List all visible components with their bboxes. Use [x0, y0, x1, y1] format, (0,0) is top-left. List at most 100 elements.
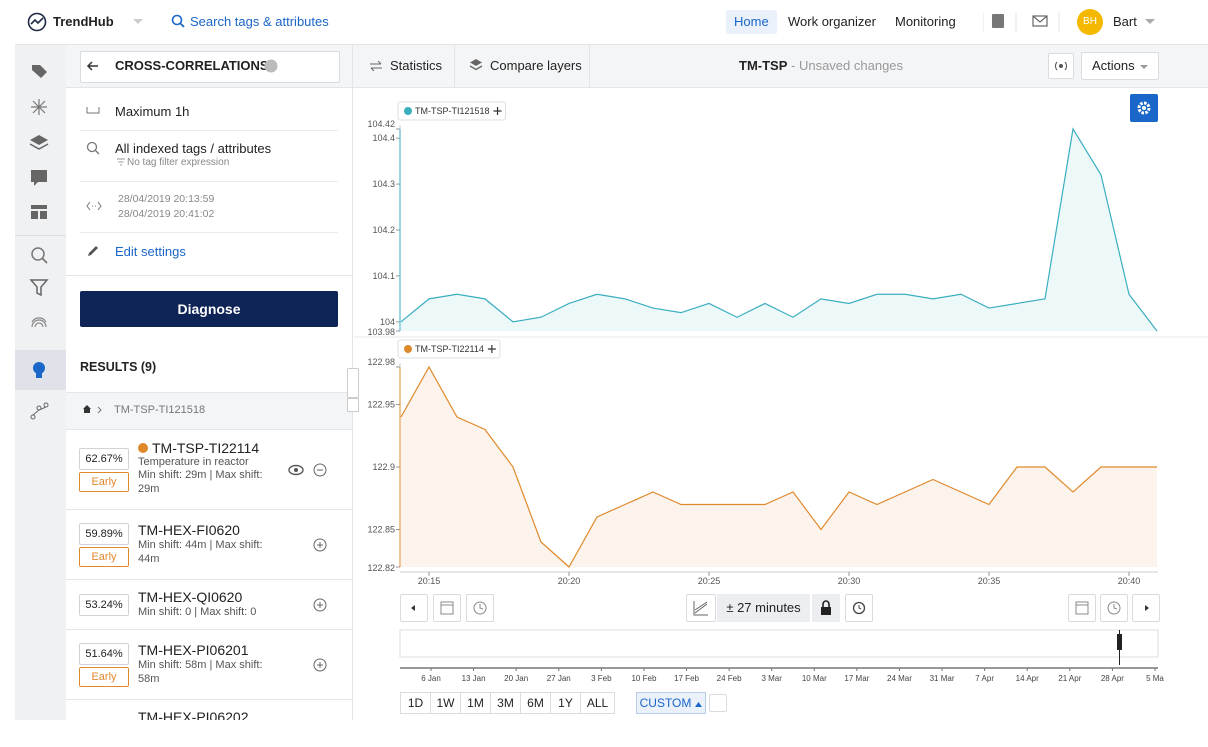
statistics-icon: [370, 61, 382, 71]
result-actions[interactable]: [280, 595, 340, 615]
tab-compare-layers[interactable]: Compare layers: [490, 58, 582, 73]
results-list: 62.67% Early TM-TSP-TI22114 Temperature in …: [66, 429, 352, 720]
avatar[interactable]: BH: [1077, 9, 1103, 35]
window-size[interactable]: ± 27 minutes: [717, 594, 810, 622]
result-item[interactable]: TM-HEX-PI06202: [66, 699, 352, 720]
divider: [80, 130, 338, 131]
line: [400, 127, 1158, 332]
history-button[interactable]: [845, 594, 873, 622]
x-tick-label: 20:30: [838, 576, 861, 586]
prev-button[interactable]: [400, 594, 428, 622]
setting-scope: All indexed tags / attributes: [115, 141, 272, 156]
result-item[interactable]: 53.24% TM-HEX-QI0620 Min shift: 0 | Max sh…: [66, 579, 352, 630]
back-arrow[interactable]: [86, 59, 100, 73]
chart-mode-button[interactable]: [686, 594, 716, 622]
rail-icon[interactable]: [24, 241, 54, 269]
legend-label: TM-TSP-TI121518: [415, 106, 490, 116]
result-actions[interactable]: [280, 460, 340, 480]
live-button[interactable]: [1048, 53, 1074, 79]
rail-icon[interactable]: [24, 57, 54, 85]
next-button[interactable]: [1132, 594, 1160, 622]
navigator-tick-label: 17 Feb: [674, 674, 699, 683]
nav-monitoring[interactable]: Monitoring: [895, 14, 956, 29]
score: 53.24%: [79, 594, 129, 616]
chart-settings[interactable]: [1130, 94, 1158, 122]
y-tick-label: 104.3: [372, 179, 395, 189]
result-shift: Min shift: 44m | Max shift: 44m: [138, 539, 263, 565]
splitter-handle[interactable]: [347, 368, 359, 398]
zoom-button[interactable]: 1D: [400, 692, 431, 714]
result-actions[interactable]: [280, 655, 340, 675]
logo-icon: [27, 12, 47, 32]
result-item[interactable]: 62.67% Early TM-TSP-TI22114 Temperature in …: [66, 429, 352, 510]
nav-home[interactable]: Home: [726, 10, 777, 34]
rail-icon[interactable]: [24, 307, 54, 335]
navigator-tick-label: 20 Jan: [504, 674, 528, 683]
result-item[interactable]: 51.64% Early TM-HEX-PI06201 Min shift: 58m …: [66, 629, 352, 700]
caret: [133, 19, 143, 24]
y-tick-label: 103.98: [367, 327, 395, 337]
rail-icon[interactable]: [24, 356, 54, 384]
result-actions[interactable]: [280, 535, 340, 555]
result-tag: TM-HEX-QI0620: [138, 589, 268, 605]
top-bar: TrendHub Search tags & attributes Home W…: [15, 0, 1208, 45]
score: 62.67%: [79, 448, 129, 470]
x-tick-label: 20:15: [418, 576, 441, 586]
rail-icon[interactable]: [24, 397, 54, 425]
custom-calendar[interactable]: [709, 694, 727, 712]
lock-button[interactable]: [812, 594, 840, 622]
tab-statistics[interactable]: Statistics: [390, 58, 443, 73]
navigator-window: [1117, 634, 1122, 650]
actions-button[interactable]: Actions: [1081, 52, 1159, 80]
y-tick-label: 122.95: [367, 400, 395, 410]
search[interactable]: Search tags & attributes: [190, 14, 329, 29]
clock-button[interactable]: [466, 594, 494, 622]
rail-icon[interactable]: [24, 129, 54, 157]
zoom-button[interactable]: 3M: [490, 692, 521, 714]
splitter-close[interactable]: [347, 398, 359, 412]
y-tick-label: 104.42: [367, 119, 395, 129]
zoom-button[interactable]: 1Y: [550, 692, 581, 714]
zoom-button[interactable]: 1W: [430, 692, 461, 714]
rail-icon[interactable]: [24, 163, 54, 191]
y-tick-label: 104.4: [372, 133, 395, 143]
nav-work-organizer[interactable]: Work organizer: [788, 14, 876, 29]
user-name[interactable]: Bart: [1113, 14, 1137, 29]
cross-correlations-panel: CROSS-CORRELATIONS Maximum 1h All indexe…: [66, 45, 353, 720]
setting-filter: No tag filter expression: [127, 157, 230, 168]
divider: [80, 232, 338, 233]
badge: Early: [79, 472, 129, 492]
y-tick-label: 104.2: [372, 225, 395, 235]
navigator-tick-label: 10 Feb: [631, 674, 656, 683]
divider: [589, 45, 590, 87]
legend-chip: [397, 101, 507, 121]
area: [401, 129, 1157, 331]
navigator-tick-label: 27 Jan: [547, 674, 571, 683]
view-status: - Unsaved changes: [791, 58, 904, 73]
help-icon[interactable]: [263, 58, 279, 74]
diagnose-button[interactable]: Diagnose: [80, 291, 338, 327]
setting-end: 28/04/2019 20:41:02: [118, 208, 215, 220]
home-icon[interactable]: [83, 405, 105, 415]
navigator-tick-label: 21 Apr: [1058, 674, 1081, 683]
tag-name: TM-HEX-PI06201: [138, 642, 249, 658]
calendar-button[interactable]: [433, 594, 461, 622]
clock-button[interactable]: [1100, 594, 1128, 622]
edit-settings[interactable]: Edit settings: [115, 244, 186, 259]
x-tick-label: 20:40: [1118, 576, 1141, 586]
calendar-button[interactable]: [1068, 594, 1096, 622]
y-tick-label: 104: [380, 317, 395, 327]
rail-icon[interactable]: [24, 273, 54, 301]
rail-icon[interactable]: [24, 93, 54, 121]
zoom-button[interactable]: ALL: [580, 692, 615, 714]
y-tick-label: 122.85: [367, 525, 395, 535]
navigator-tick-label: 13 Jan: [462, 674, 486, 683]
custom-range[interactable]: CUSTOM: [636, 692, 706, 714]
zoom-button[interactable]: 6M: [520, 692, 551, 714]
result-item[interactable]: 59.89% Early TM-HEX-FI0620 Min shift: 44m |…: [66, 509, 352, 580]
zoom-button[interactable]: 1M: [460, 692, 491, 714]
result-description: Temperature in reactor: [138, 456, 249, 468]
rail-icon[interactable]: [24, 197, 54, 225]
tag-name: TM-HEX-FI0620: [138, 522, 240, 538]
search-icon: [171, 14, 185, 28]
